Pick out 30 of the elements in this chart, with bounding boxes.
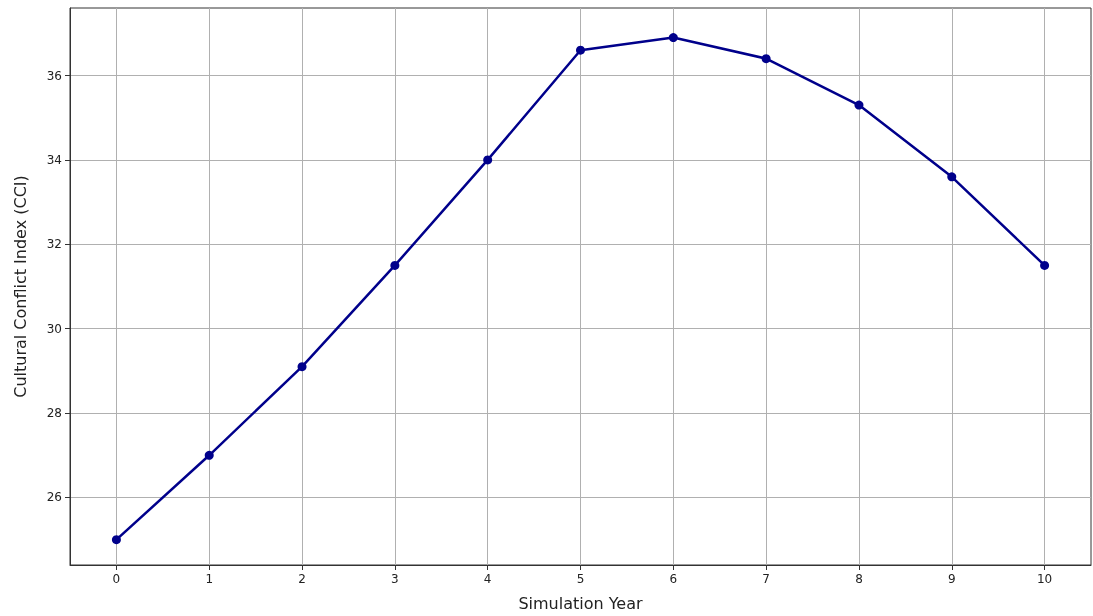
x-tick-label: 3 bbox=[391, 572, 399, 586]
x-tick-label: 8 bbox=[855, 572, 863, 586]
point bbox=[204, 450, 214, 460]
point bbox=[483, 155, 493, 165]
point bbox=[761, 54, 771, 64]
point bbox=[947, 172, 957, 182]
point bbox=[297, 362, 307, 372]
x-tick-label: 6 bbox=[669, 572, 678, 586]
point bbox=[1040, 260, 1050, 270]
y-tick-label: 26 bbox=[46, 490, 62, 505]
y-tick-label: 34 bbox=[46, 152, 62, 167]
y-tick-label: 28 bbox=[46, 406, 62, 421]
x-tick-label: 7 bbox=[762, 572, 770, 586]
y-tick-label: 36 bbox=[46, 68, 62, 83]
y-tick-label: 32 bbox=[46, 237, 62, 252]
point bbox=[111, 535, 121, 545]
x-axis-title: Simulation Year bbox=[518, 593, 644, 613]
x-tick-label: 2 bbox=[298, 572, 306, 586]
x-tick-label: 5 bbox=[576, 572, 585, 586]
point bbox=[576, 45, 585, 55]
point bbox=[854, 100, 864, 110]
point bbox=[668, 33, 678, 43]
x-tick-label: 10 bbox=[1036, 572, 1053, 586]
point bbox=[390, 260, 400, 270]
x-tick-label: 0 bbox=[112, 572, 121, 586]
x-tick-label: 9 bbox=[947, 572, 956, 586]
x-tick-label: 1 bbox=[205, 572, 214, 586]
y-axis-title: Cultural Conflict Index (CCI) bbox=[10, 175, 30, 398]
y-tick-label: 30 bbox=[46, 321, 62, 336]
x-tick-label: 4 bbox=[483, 572, 492, 586]
